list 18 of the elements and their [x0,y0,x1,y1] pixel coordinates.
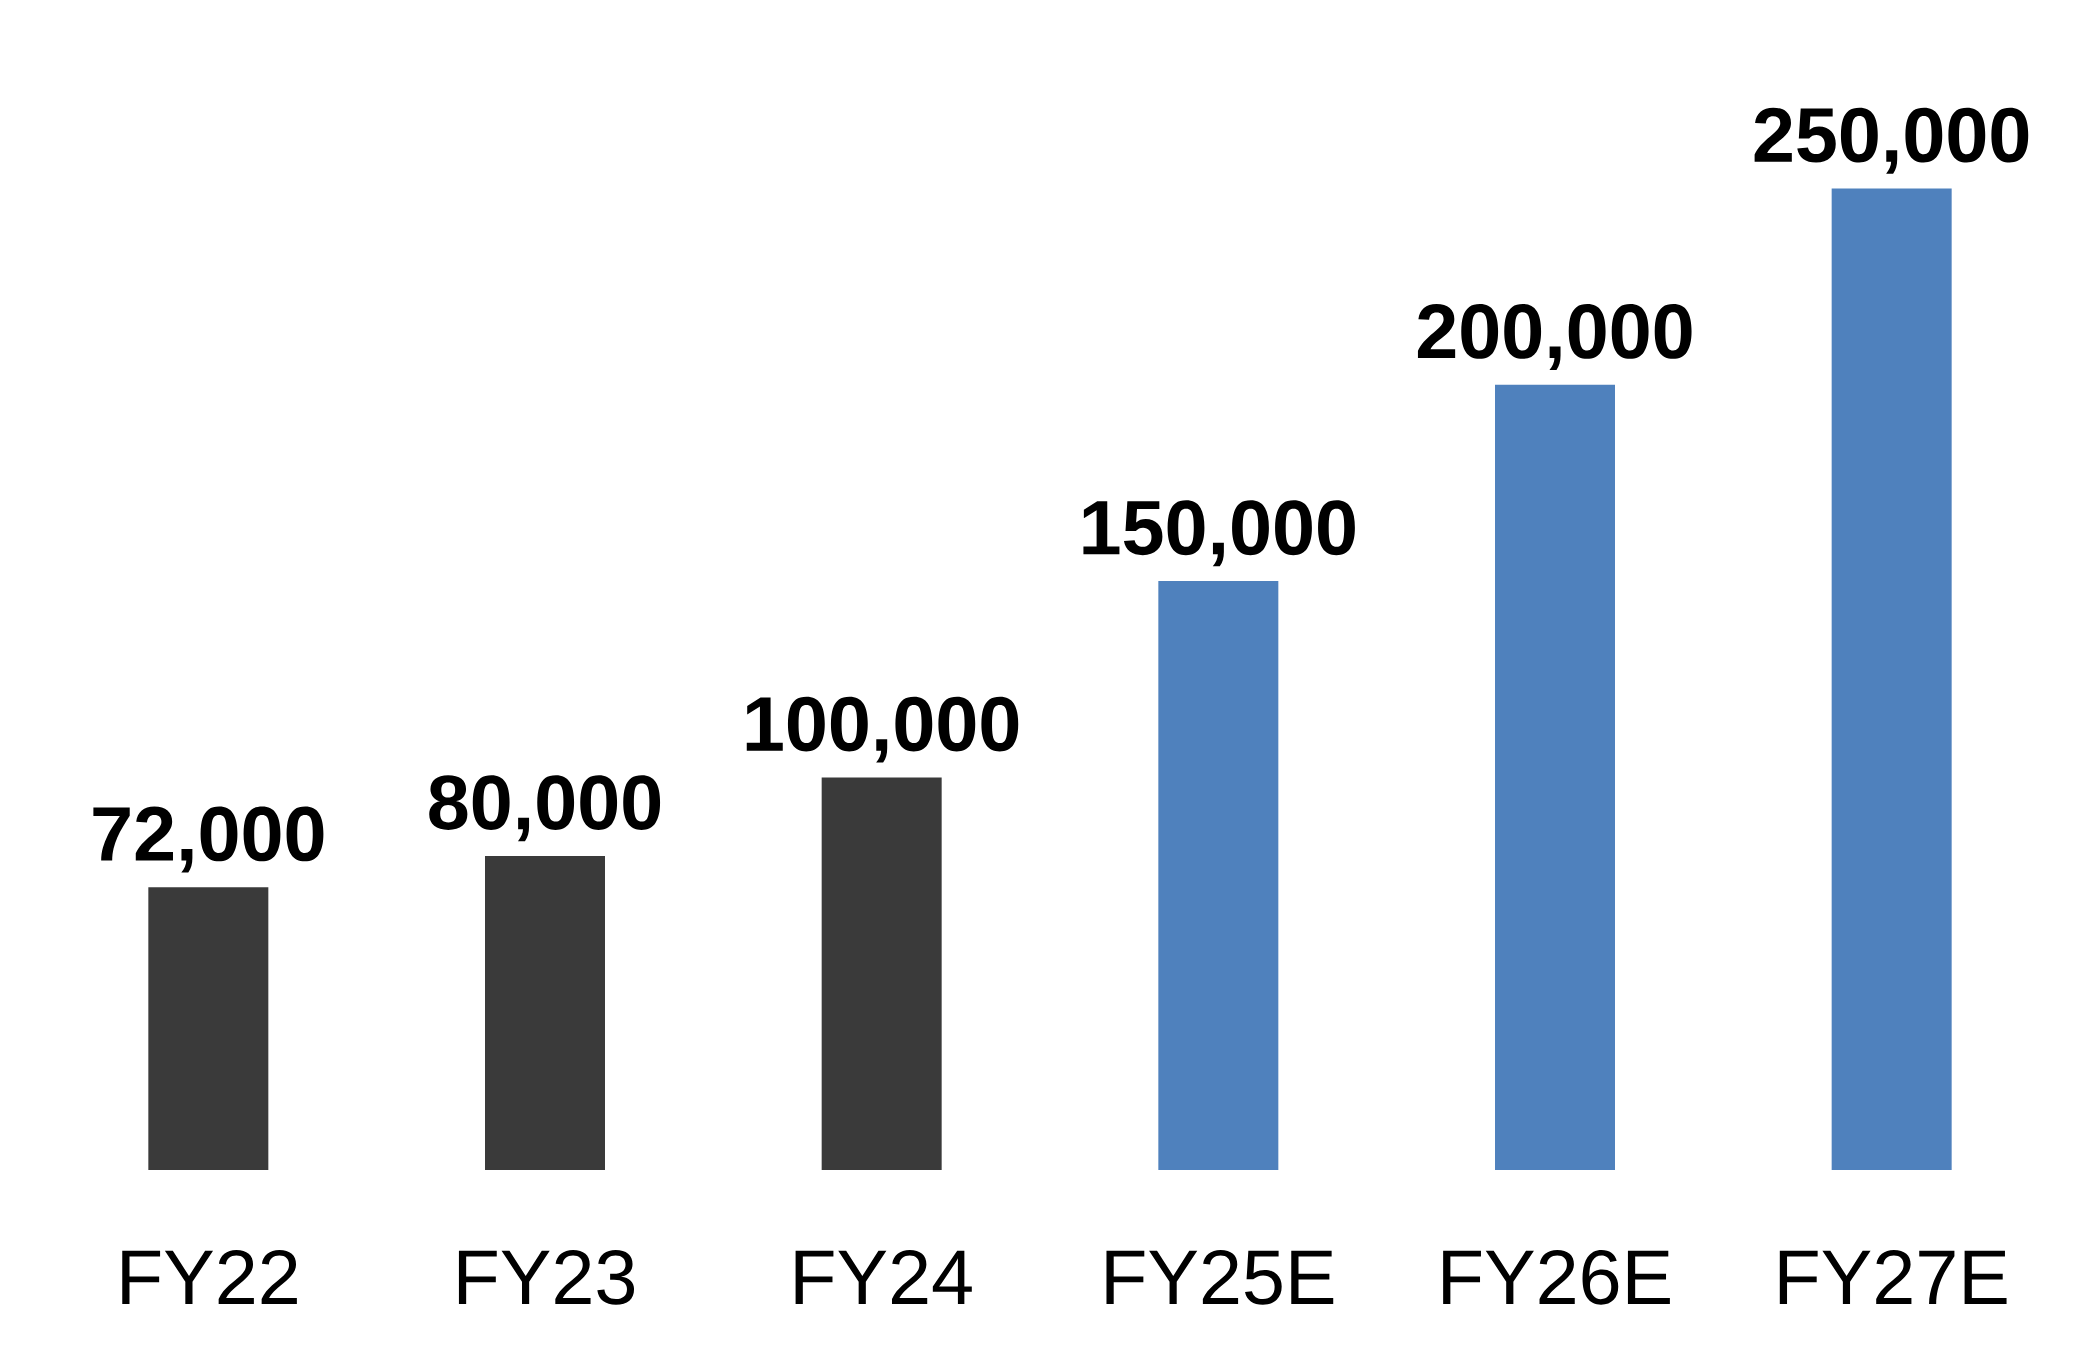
bar [1158,581,1279,1170]
bar [1831,188,1952,1170]
bar [1495,384,1615,1170]
data-label: 72,000 [93,806,324,873]
data-label: 100,000 [746,696,1019,763]
x-tick-label: FY27E [1779,1249,2007,1304]
x-tick-label: FY24 [795,1249,972,1304]
data-label: 200,000 [1417,304,1692,371]
data-label: 250,000 [1754,107,2029,174]
data-label: 80,000 [429,775,661,842]
data-label: 150,000 [1083,500,1355,567]
x-tick-label: FY26E [1443,1249,1670,1305]
bar [148,887,269,1170]
x-tick-label: FY22 [122,1249,297,1304]
bar [485,855,605,1170]
x-tick-label: FY23 [458,1249,635,1305]
bar [821,777,942,1170]
x-tick-label: FY25E [1106,1249,1334,1305]
